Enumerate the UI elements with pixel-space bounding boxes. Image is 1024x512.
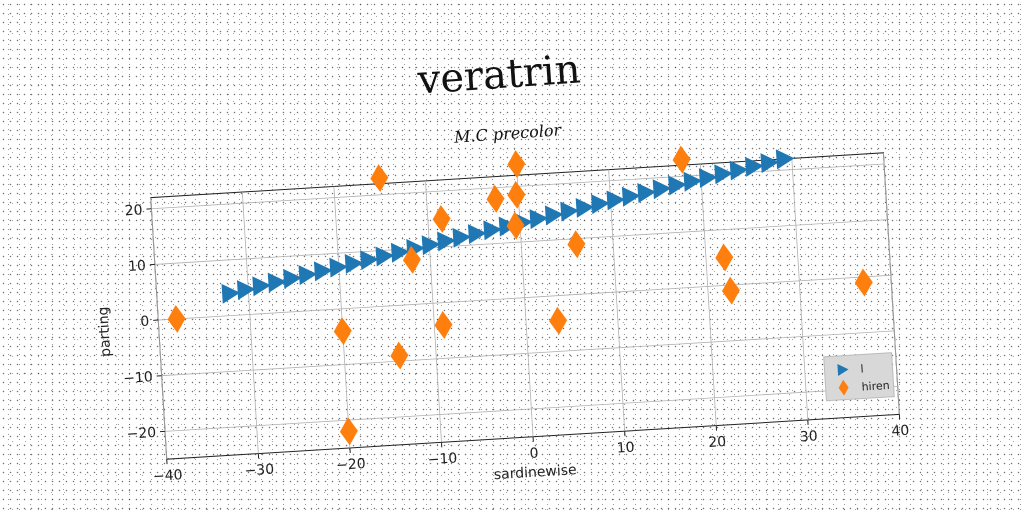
data-point bbox=[606, 190, 626, 211]
data-point bbox=[715, 243, 734, 272]
x-gridline bbox=[791, 158, 809, 420]
data-point bbox=[221, 283, 241, 304]
data-point bbox=[544, 205, 564, 226]
data-point bbox=[714, 164, 733, 185]
y-gridline bbox=[161, 330, 895, 377]
x-axis-label: sardinewise bbox=[493, 462, 577, 483]
x-tick-label: 40 bbox=[891, 423, 910, 440]
x-tick-label: 20 bbox=[708, 434, 727, 451]
legend-marker bbox=[837, 364, 849, 377]
data-point bbox=[402, 245, 421, 274]
chart-subtitle: M.C precolor bbox=[453, 120, 564, 147]
x-gridline bbox=[608, 169, 626, 432]
x-gridline bbox=[699, 164, 717, 426]
data-point bbox=[652, 179, 672, 200]
legend-label: l bbox=[860, 362, 864, 375]
data-marks bbox=[167, 145, 873, 446]
x-tick-label: −10 bbox=[427, 450, 457, 468]
y-tick-label: 10 bbox=[128, 258, 147, 275]
data-point bbox=[252, 276, 271, 297]
data-point bbox=[507, 180, 526, 209]
x-gridline bbox=[150, 197, 168, 460]
data-point bbox=[721, 276, 740, 305]
y-gridline bbox=[165, 386, 898, 432]
data-point bbox=[283, 268, 302, 289]
x-gridline bbox=[425, 180, 442, 443]
data-point bbox=[560, 201, 579, 222]
data-point bbox=[421, 235, 441, 256]
data-point bbox=[344, 253, 364, 274]
data-point bbox=[575, 197, 595, 218]
series-hiren bbox=[167, 145, 873, 446]
data-point bbox=[390, 242, 410, 263]
data-point bbox=[637, 183, 656, 203]
y-tick-label: −10 bbox=[123, 369, 153, 387]
data-point bbox=[698, 168, 718, 189]
data-point bbox=[745, 156, 764, 177]
x-tick-label: 30 bbox=[799, 428, 818, 445]
legend-marker bbox=[838, 379, 849, 396]
x-gridline bbox=[241, 192, 259, 454]
y-tick-label: 20 bbox=[124, 202, 143, 219]
data-point bbox=[370, 164, 389, 193]
data-point bbox=[672, 145, 691, 174]
data-point bbox=[432, 204, 451, 233]
data-point bbox=[668, 175, 687, 196]
data-point bbox=[467, 224, 487, 245]
x-tick-label: 0 bbox=[529, 445, 539, 462]
data-point bbox=[683, 171, 703, 192]
legend-label: hiren bbox=[861, 379, 890, 394]
series-l bbox=[221, 149, 795, 304]
y-tick-label: 0 bbox=[140, 314, 150, 331]
y-gridline bbox=[158, 274, 891, 321]
data-point bbox=[434, 310, 453, 339]
data-point bbox=[506, 211, 525, 240]
data-point bbox=[360, 250, 379, 271]
plot-area: −40 −30 −20 −10 0 10 20 30 40 −20 −10 0 10 20 sardine… bbox=[95, 145, 910, 485]
ticks: −40 −30 −20 −10 0 10 20 30 40 −20 −10 0 10 20 bbox=[123, 202, 910, 485]
data-point bbox=[760, 153, 780, 174]
data-point bbox=[591, 194, 610, 215]
data-point bbox=[854, 268, 873, 297]
data-point bbox=[329, 257, 348, 278]
data-point bbox=[486, 184, 505, 213]
data-point bbox=[452, 227, 472, 248]
data-point bbox=[333, 317, 352, 346]
data-point bbox=[621, 186, 641, 207]
x-tick-label: 10 bbox=[616, 440, 635, 457]
data-point bbox=[729, 160, 749, 181]
y-tick-label: −20 bbox=[126, 425, 156, 443]
grid bbox=[150, 152, 900, 460]
data-point bbox=[549, 306, 568, 335]
data-point bbox=[267, 272, 287, 293]
legend-box bbox=[823, 352, 895, 402]
data-point bbox=[339, 417, 358, 446]
chart-title: veratrin bbox=[415, 46, 582, 103]
data-point bbox=[390, 341, 409, 370]
legend: l hiren bbox=[823, 352, 895, 402]
x-gridline bbox=[882, 152, 900, 415]
data-point bbox=[507, 150, 526, 179]
data-point bbox=[529, 209, 549, 230]
data-point bbox=[313, 261, 333, 282]
data-point bbox=[437, 231, 456, 252]
data-point bbox=[375, 246, 395, 267]
x-tick-label: −30 bbox=[244, 462, 274, 480]
data-point bbox=[167, 304, 186, 333]
data-point bbox=[298, 265, 318, 286]
data-point bbox=[236, 280, 256, 301]
data-point bbox=[567, 230, 586, 259]
data-point bbox=[775, 149, 795, 170]
x-tick-label: −40 bbox=[153, 467, 183, 485]
data-point bbox=[483, 220, 502, 241]
y-gridline bbox=[154, 219, 888, 265]
x-tick-label: −20 bbox=[336, 456, 366, 474]
y-axis-label: parting bbox=[95, 306, 114, 357]
